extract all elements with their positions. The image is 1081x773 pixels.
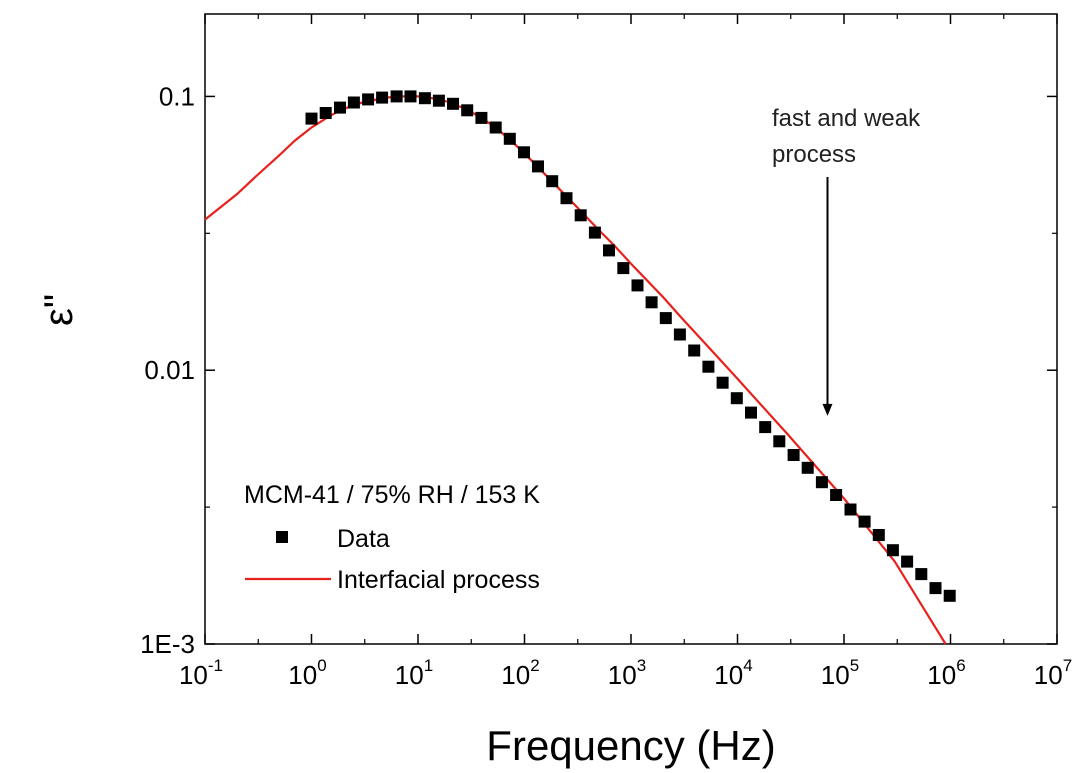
y-axis-tick-labels: 1E-3 0.01 0.1 <box>140 81 195 659</box>
data-point <box>447 97 459 110</box>
data-point <box>872 529 885 541</box>
data-point <box>475 111 488 124</box>
y-tick-label: 1E-3 <box>140 629 195 659</box>
x-tick-label: 100 <box>288 656 326 690</box>
data-point <box>574 209 587 222</box>
data-point <box>432 94 445 107</box>
data-point <box>830 489 843 501</box>
y-axis-ticks <box>205 95 1057 645</box>
data-point <box>631 279 644 292</box>
legend-label-data: Data <box>337 525 390 553</box>
data-point <box>702 360 715 373</box>
data-point <box>588 226 601 239</box>
data-point <box>603 244 615 257</box>
plot-frame <box>204 13 1058 645</box>
data-point <box>815 476 828 489</box>
data-point <box>858 515 871 528</box>
annotation: fast and weak process <box>772 105 921 416</box>
x-tick-label: 107 <box>1034 656 1072 690</box>
data-point <box>915 568 928 581</box>
legend: MCM-41 / 75% RH / 153 K Data Interfacial… <box>244 481 540 594</box>
data-point <box>844 503 857 516</box>
y-tick-label: 0.01 <box>144 355 195 385</box>
data-point <box>787 449 800 461</box>
data-point <box>362 93 375 106</box>
data-point <box>305 112 318 125</box>
y-axis-title: ε" <box>37 294 81 326</box>
data-point <box>759 421 772 434</box>
data-point <box>546 175 559 188</box>
plot-area: 10-1 100 101 102 103 104 105 106 107 1E-3 0.01 0.1… <box>140 13 1072 690</box>
x-tick-label: 103 <box>608 656 646 690</box>
x-axis-tick-labels: 10-1 100 101 102 103 104 105 106 107 <box>179 656 1072 690</box>
data-point <box>745 406 757 419</box>
interfacial-process-line <box>204 95 947 645</box>
x-tick-label: 102 <box>501 656 539 690</box>
x-tick-label: 106 <box>927 656 965 690</box>
data-point <box>560 192 573 205</box>
data-point <box>376 91 389 104</box>
data-point <box>943 589 956 602</box>
data-point <box>390 90 403 103</box>
data-point <box>659 312 672 325</box>
x-tick-label: 101 <box>395 656 433 690</box>
data-point <box>730 392 743 405</box>
data-point <box>688 344 701 357</box>
data-point <box>334 101 346 114</box>
annotation-arrow-head <box>822 403 833 416</box>
data-point <box>929 582 942 595</box>
data-point <box>489 121 502 134</box>
data-point <box>773 435 786 448</box>
data-point <box>801 461 814 474</box>
annotation-text-line2: process <box>772 141 856 168</box>
data-point <box>347 96 360 109</box>
data-series <box>305 90 956 602</box>
x-axis-ticks <box>204 14 1058 644</box>
legend-marker-data <box>276 531 288 543</box>
x-tick-label: 104 <box>714 656 752 690</box>
data-point <box>673 328 686 341</box>
x-axis-title: Frequency (Hz) <box>486 722 775 769</box>
data-point <box>404 90 417 103</box>
x-tick-label: 105 <box>821 656 859 690</box>
data-point <box>532 160 544 173</box>
y-tick-label: 0.1 <box>159 81 195 111</box>
data-point <box>418 92 431 105</box>
data-point <box>319 107 332 119</box>
data-point <box>645 296 658 309</box>
data-point <box>518 146 530 159</box>
data-point <box>901 555 914 568</box>
data-point <box>617 262 630 275</box>
data-point <box>716 376 729 389</box>
data-point <box>503 132 516 145</box>
annotation-text-line1: fast and weak <box>772 105 921 132</box>
x-tick-label: 10-1 <box>179 656 223 690</box>
legend-label-fit: Interfacial process <box>337 566 540 594</box>
data-point <box>886 544 899 557</box>
legend-title: MCM-41 / 75% RH / 153 K <box>244 481 540 509</box>
data-point <box>461 104 474 117</box>
